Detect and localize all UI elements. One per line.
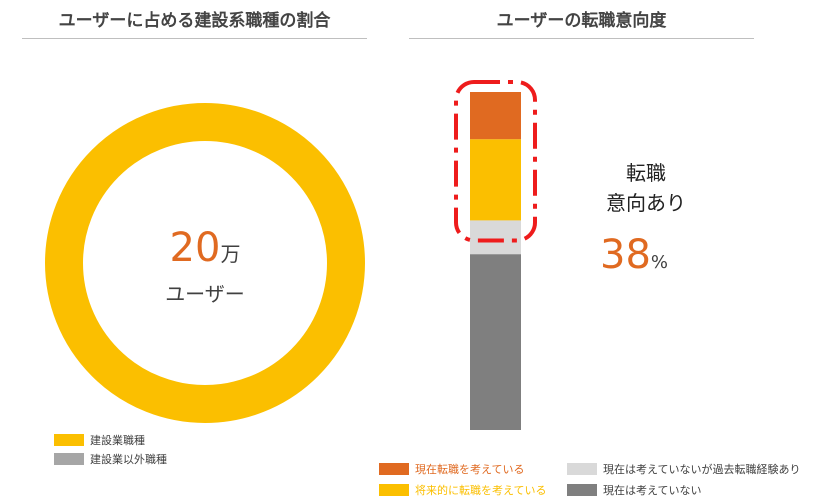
bar-legend-item-3-swatch [567,463,597,475]
bar-segment-3 [470,220,521,255]
bar-legend-item-1-label: 現在転職を考えている [415,463,525,476]
bar-legend-item-3: 現在は考えていないが過去転職経験あり [567,461,800,477]
donut-legend-item-2-swatch [54,453,84,465]
intent-highlight-outline [454,80,537,243]
intent-label-line1: 転職 [626,161,666,185]
donut-legend-item-2-label: 建設業以外職種 [90,453,167,466]
bar-legend-item-2: 将来的に転職を考えている [379,482,546,498]
intent-value-unit: % [650,252,669,273]
intent-label-line2: 意向あり [606,191,686,215]
bar-legend-item-2-label: 将来的に転職を考えている [415,484,547,497]
donut-center-label: ユーザー [165,282,245,306]
intent-label: 転職 意向あり [586,158,706,218]
donut-legend-item-1: 建設業職種 [54,432,145,448]
bar-legend-item-2-swatch [379,484,409,496]
donut-slice-1 [45,103,365,423]
donut-center-unit: 万 [220,242,241,266]
intent-value-number: 38 [600,232,651,278]
bar-legend-item-4-swatch [567,484,597,496]
donut-legend-item-1-swatch [54,434,84,446]
donut-legend-item-1-label: 建設業職種 [90,434,145,447]
bar-segment-4 [470,254,521,430]
intent-value: 38% [600,232,720,278]
bar-segment-1 [470,92,521,140]
bar-legend-item-1: 現在転職を考えている [379,461,524,477]
bar-legend-item-1-swatch [379,463,409,475]
donut-chart-title: ユーザーに占める建設系職種の割合 [58,11,331,31]
donut-center-number: 20 [169,225,221,271]
donut-legend-item-2: 建設業以外職種 [54,451,167,467]
left-title-divider [22,38,367,39]
right-title-divider [409,38,754,39]
bar-segment-2 [470,139,521,221]
bar-legend-item-4-label: 現在は考えていない [603,484,702,497]
bar-legend-item-3-label: 現在は考えていないが過去転職経験あり [603,463,801,476]
bar-legend-item-4: 現在は考えていない [567,482,701,498]
bar-chart-title: ユーザーの転職意向度 [496,11,667,31]
donut-center-value: 20万 [150,226,260,276]
